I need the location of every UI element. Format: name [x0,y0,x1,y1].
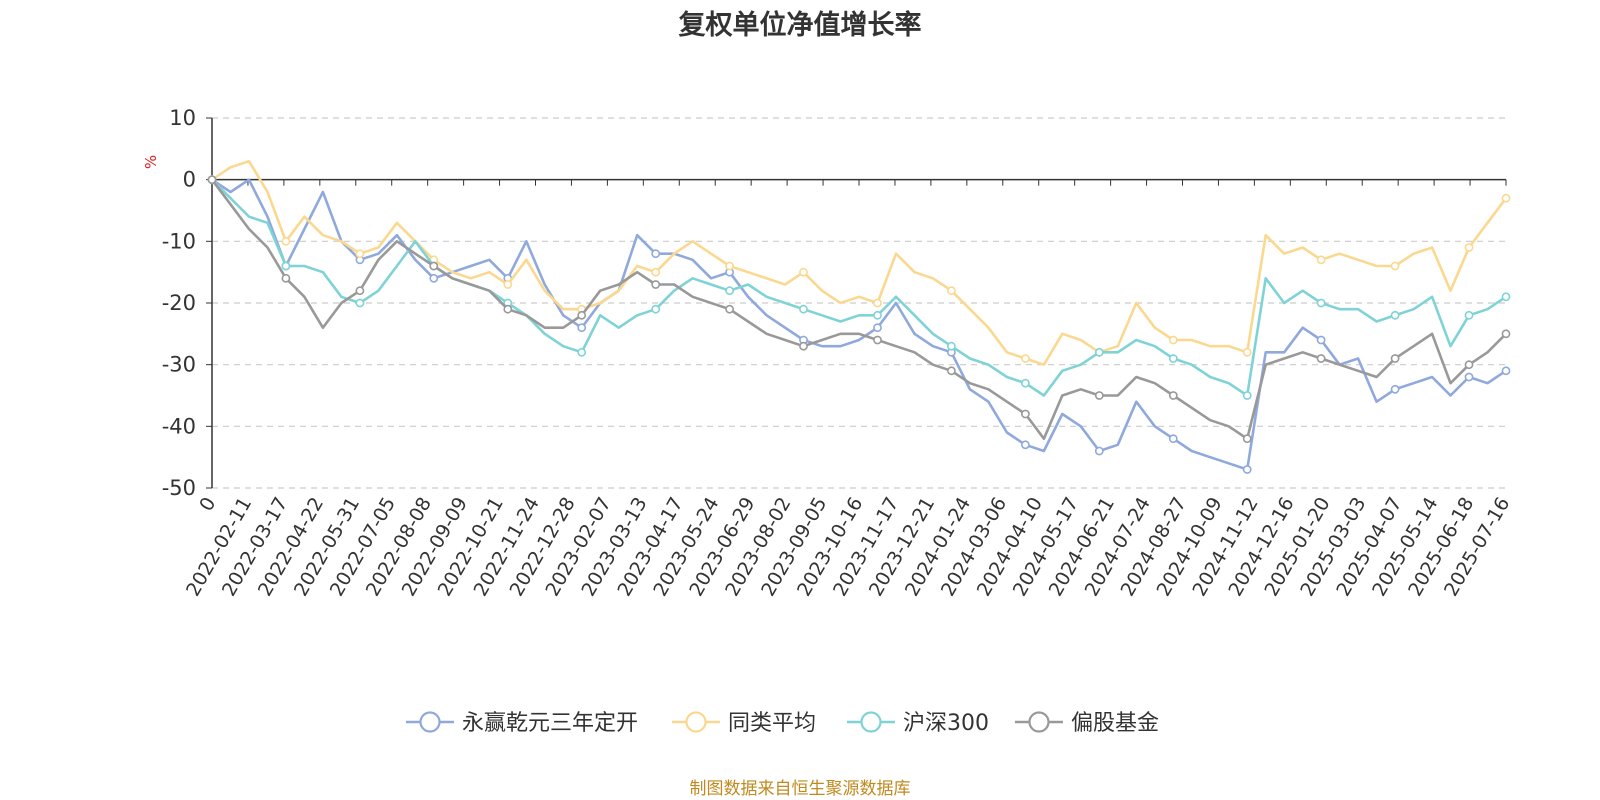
legend-item-3[interactable]: 偏股基金 [1015,711,1159,736]
data-point [1242,434,1252,444]
data-point [651,304,661,314]
grid [212,117,1506,489]
legend-label: 永赢乾元三年定开 [462,711,638,736]
data-point [799,267,808,277]
data-point [1390,354,1400,363]
data-point [799,304,808,314]
data-point [355,298,365,308]
data-point [1242,347,1252,357]
data-point [1501,292,1511,302]
data-point [947,366,956,376]
legend-swatch-marker [860,711,882,733]
data-point [577,310,587,320]
legend-label: 沪深300 [903,711,989,736]
data-point [429,273,439,283]
data-point [1464,310,1474,320]
data-point [1094,391,1104,400]
data-point [725,304,734,314]
data-point [207,175,217,185]
data-point [1021,440,1030,450]
data-point [1501,366,1511,376]
data-point [651,267,661,277]
series-lines [207,159,1511,474]
y-tick-label: -40 [162,414,196,438]
legend-item-0[interactable]: 永赢乾元三年定开 [406,711,638,736]
legend-label: 偏股基金 [1071,711,1159,736]
series-2 [207,175,1511,400]
x-tick-labels: 02022-02-112022-03-172022-04-222022-05-3… [182,494,1514,601]
legend-swatch-marker [1028,711,1050,733]
data-point [281,261,291,271]
y-axis-unit: % [142,155,160,169]
data-point [1501,329,1511,339]
data-point [799,341,808,351]
data-point [1168,391,1178,400]
data-point [1464,372,1474,382]
legend-item-2[interactable]: 沪深300 [847,711,989,736]
series-3 [207,175,1511,444]
y-tick-label: -20 [162,291,196,315]
data-point [1168,434,1178,444]
y-tick-label: -30 [162,353,196,377]
series-line [211,159,1508,367]
data-point [1464,360,1474,370]
data-point [651,280,661,289]
data-point [503,280,513,289]
data-point [1021,378,1030,388]
data-point [725,286,734,296]
y-tick-label: -50 [162,476,196,500]
data-point [1501,193,1511,203]
series-0 [207,175,1511,474]
data-point [725,261,734,271]
data-point [1390,384,1400,394]
data-point [429,261,439,271]
data-point [577,323,587,333]
data-point [1390,310,1400,320]
data-point [1464,243,1474,252]
data-point [873,310,882,320]
data-point [1094,347,1104,357]
legend-item-1[interactable]: 同类平均 [672,711,816,736]
data-point [947,341,956,351]
y-tick-label: 0 [183,168,196,192]
series-line [211,178,1507,397]
data-point [651,249,661,259]
data-point [577,347,587,357]
data-point [503,304,513,314]
data-point [281,273,291,283]
data-point [873,335,882,345]
data-point [355,286,365,296]
data-point [1021,354,1030,363]
series-line [210,178,1507,441]
x-tick-label: 0 [195,494,220,515]
y-tick-label: 10 [169,106,196,130]
data-point [1242,465,1252,474]
data-point [1168,354,1178,363]
data-point [1390,261,1400,271]
legend-swatch-marker [419,711,441,733]
data-point [1242,391,1252,400]
series-line [211,178,1507,471]
legend-label: 同类平均 [728,711,816,736]
data-point [1316,298,1326,308]
data-point [947,286,956,296]
data-point [1021,409,1030,419]
data-point [281,236,291,246]
y-tick-labels: 10 0 -10 -20 -30 -40 -50 [162,106,196,500]
chart-title: 复权单位净值增长率 [679,9,922,41]
data-point [873,323,882,333]
legend-swatch-marker [685,711,707,733]
data-point [1094,446,1104,456]
source-note: 制图数据来自恒生聚源数据库 [690,779,911,799]
data-point [355,249,365,259]
y-tick-label: -10 [162,229,196,253]
legend: 永赢乾元三年定开 同类平均 沪深300 偏股基金 [406,711,1159,736]
data-point [1168,335,1178,345]
data-point [1316,255,1326,265]
data-point [1316,335,1326,345]
data-point [1316,354,1326,363]
data-point [873,298,882,308]
